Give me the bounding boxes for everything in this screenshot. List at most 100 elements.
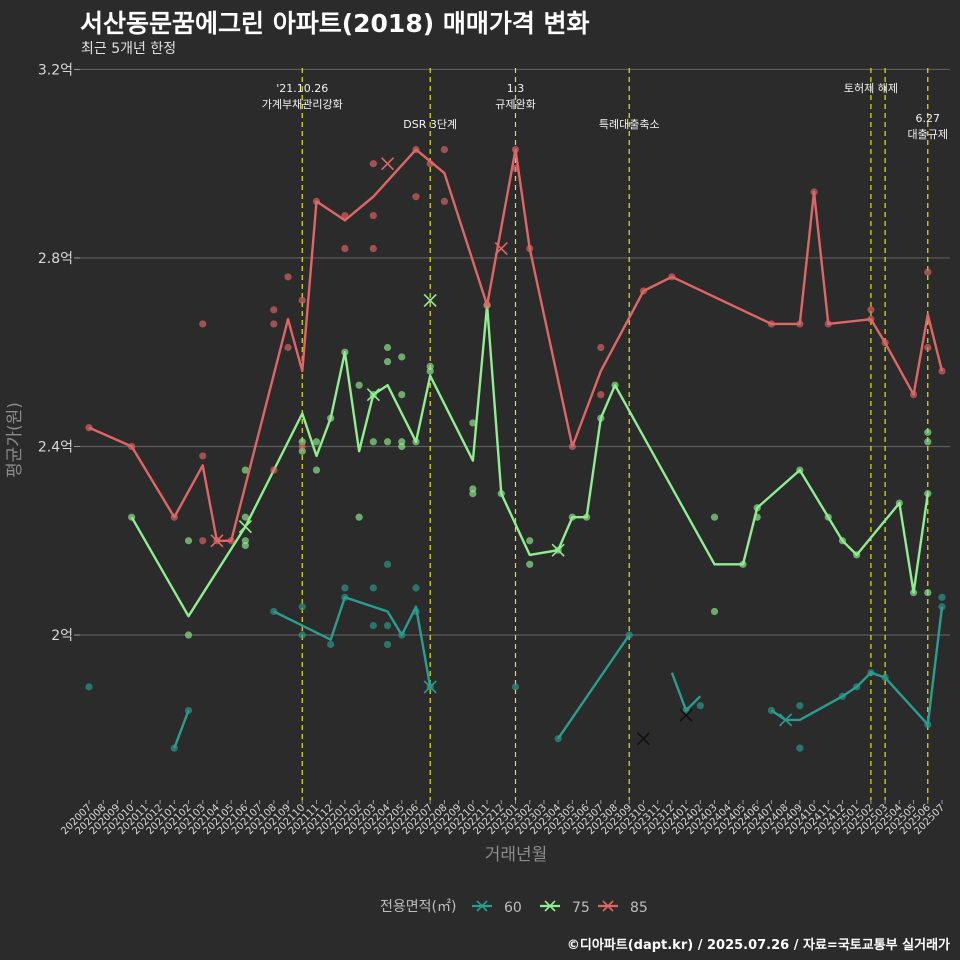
series-line (88, 148, 944, 542)
data-point (440, 145, 449, 154)
data-point (383, 438, 392, 446)
data-point (284, 343, 292, 352)
data-point (597, 343, 605, 352)
cross-marker (423, 293, 437, 307)
series-85 (85, 145, 946, 548)
data-point (270, 320, 278, 328)
event-label: '21.10.26 (276, 82, 328, 95)
y-tick-label: 3.2억 (38, 62, 73, 78)
data-point (383, 640, 392, 649)
data-point (312, 466, 321, 474)
legend-item-75: 75 (540, 900, 590, 916)
data-point (241, 513, 249, 521)
data-point (369, 584, 377, 592)
data-point (298, 603, 306, 611)
data-point (796, 744, 804, 752)
series-layer (85, 145, 946, 752)
data-point (241, 466, 249, 474)
event-label: 6.27 (916, 112, 941, 125)
data-point (199, 537, 207, 545)
data-point (597, 391, 605, 399)
event-label: DSR 3단계 (403, 118, 457, 131)
data-point (412, 193, 420, 201)
data-point (199, 452, 207, 460)
data-point (184, 631, 193, 639)
cross-marker (476, 900, 488, 912)
data-point (924, 589, 932, 597)
x-axis-label: 거래년월 (485, 845, 548, 865)
data-point (369, 160, 377, 168)
event-label: 규제완화 (495, 98, 535, 111)
data-point (796, 702, 804, 710)
data-point (355, 381, 363, 389)
data-point (383, 560, 392, 568)
data-point (938, 593, 946, 601)
data-point (710, 607, 719, 616)
data-point (867, 306, 875, 314)
data-point (938, 603, 946, 611)
legend-label: 85 (630, 900, 648, 916)
cross-marker (366, 388, 380, 402)
data-point (526, 560, 534, 568)
data-point (341, 584, 349, 592)
data-point (710, 513, 719, 521)
data-point (355, 513, 363, 521)
series-line (130, 303, 929, 618)
cross-marker (779, 713, 793, 727)
cross-marker (636, 732, 651, 746)
y-tick-label: 2.4억 (38, 439, 73, 455)
cross-marker (210, 534, 224, 548)
data-point (440, 197, 449, 206)
data-point (369, 211, 377, 220)
data-point (327, 640, 335, 649)
event-label: 가계부채관리강화 (262, 98, 343, 111)
cross-marker (238, 520, 252, 534)
data-point (312, 438, 321, 446)
data-point (398, 438, 406, 446)
data-point (924, 428, 932, 436)
legend: 전용면적(㎡) 60 75 85 (380, 899, 648, 916)
legend-label: 60 (504, 900, 522, 916)
chart-title: 서산동문꿈에그린 아파트(2018) 매매가격 변화 (80, 9, 590, 38)
data-point (924, 343, 932, 352)
cross-marker (544, 900, 556, 912)
data-point (184, 537, 193, 545)
event-label: 1.3 (507, 82, 525, 95)
data-point (469, 419, 477, 427)
data-point (298, 442, 306, 451)
y-tick-label: 2억 (51, 628, 73, 644)
data-point (526, 537, 534, 545)
cross-marker (679, 708, 693, 722)
legend-items: 60 75 85 (472, 900, 648, 916)
y-tick-label: 2.8억 (38, 251, 73, 267)
event-label: 특례대출축소 (599, 118, 660, 131)
cross-marker (423, 680, 437, 694)
event-label: 토허제 해제 (844, 81, 898, 95)
data-point (383, 622, 392, 630)
series-60 (85, 560, 946, 752)
data-point (398, 391, 406, 399)
data-point (270, 306, 278, 314)
data-point (511, 683, 520, 691)
data-point (924, 438, 932, 446)
data-point (412, 584, 420, 592)
legend-title: 전용면적(㎡) (380, 899, 456, 915)
cross-marker (494, 241, 508, 256)
source-caption: ©디아파트(dapt.kr) / 2025.07.26 / 자료=국토교통부 실… (566, 938, 950, 953)
event-label: 대출규제 (908, 128, 948, 141)
data-point (383, 358, 392, 366)
axes: 2억2.4억2.8억3.2억20200720200820200920201020… (38, 62, 947, 837)
y-axis-label: 평균가(원) (5, 402, 25, 478)
data-point (369, 244, 377, 253)
data-point (696, 702, 704, 710)
cross-marker (602, 900, 614, 912)
series-line (173, 596, 944, 749)
data-point (398, 353, 406, 361)
data-point (469, 490, 477, 498)
data-point (426, 367, 434, 375)
data-point (341, 244, 349, 253)
data-point (284, 273, 292, 281)
series-75 (128, 293, 932, 639)
legend-item-60: 60 (472, 900, 522, 916)
